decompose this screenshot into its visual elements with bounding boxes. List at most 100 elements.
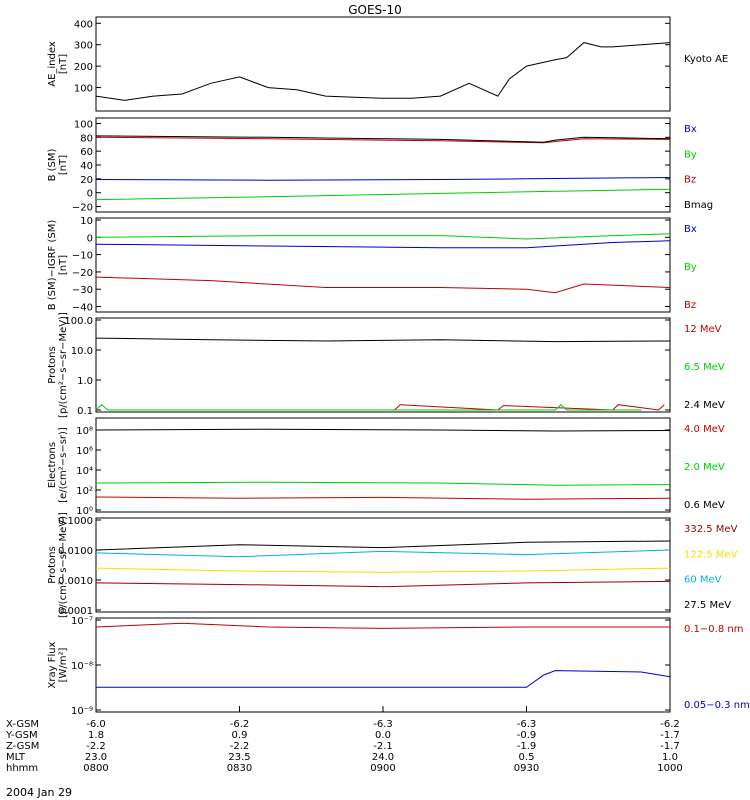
legend-label: 6.5 MeV <box>684 362 725 373</box>
series-line-black <box>95 135 671 143</box>
y-tick-label: −30 <box>72 285 93 296</box>
y-tick-label: 1.0 <box>77 376 93 387</box>
series-line-blue <box>96 670 671 688</box>
x-row-label: Y-GSM <box>5 730 38 741</box>
y-tick-label: 10.0 <box>71 346 93 357</box>
series-line-green <box>95 188 671 201</box>
x-row-value: -6.0 <box>86 719 106 730</box>
panel-frame <box>95 617 671 713</box>
y-tick-label: 0.0100 <box>58 546 93 557</box>
y-tick-label: 10⁻⁸ <box>71 661 93 672</box>
legend-label: Bmag <box>684 200 713 211</box>
series-line-red <box>95 276 671 294</box>
x-row-value: 0900 <box>370 763 395 774</box>
legend-label: By <box>684 262 697 273</box>
y-axis-label: AE_index <box>47 41 58 87</box>
legend-label: Kyoto AE <box>684 54 728 65</box>
legend-label: Bx <box>684 124 697 135</box>
y-tick-label: 80 <box>80 133 93 144</box>
y-axis-label: [nT] <box>58 155 69 175</box>
x-row-value: 0.5 <box>519 752 535 763</box>
y-tick-label: 10 <box>80 216 93 227</box>
y-tick-label: 0 <box>87 233 93 244</box>
x-row-value: 1.8 <box>88 730 104 741</box>
legend-label: 0.1−0.8 nm <box>684 624 743 635</box>
y-tick-label: −20 <box>72 203 93 214</box>
y-tick-label: 60 <box>80 147 93 158</box>
panel-frame <box>95 217 671 313</box>
legend-label: 0.05−0.3 nm <box>684 700 750 711</box>
series-line-red <box>394 404 665 411</box>
x-row-value: 0.9 <box>232 730 248 741</box>
legend-label: 2.4 MeV <box>684 400 725 411</box>
panel-1: 100 200 300 400 AE_index [nT] Kyoto AE <box>47 16 728 112</box>
panel-7: 10⁻⁹ 10⁻⁸ 10⁻⁷ Xray Flux [W/m²] 0.1−0.8 nm 0.0… <box>47 616 750 717</box>
legend-label: 12 MeV <box>684 324 722 335</box>
panel-3: −40 −30 −20 −10 0 10 B (SM)−IGRF (SM) [nT] Bx By B… <box>47 216 697 314</box>
x-row-value: -2.1 <box>373 741 393 752</box>
panel-2: −20 0 20 40 60 80 100 B (SM) [nT] Bx By Bz Bmag <box>47 117 713 214</box>
x-row-value: 23.5 <box>228 752 250 763</box>
x-row-value: 1000 <box>657 763 682 774</box>
legend-label: 122.5 MeV <box>684 549 738 560</box>
x-row-value: -0.9 <box>517 730 537 741</box>
y-tick-label: 20 <box>80 175 93 186</box>
y-tick-label: −10 <box>72 251 93 262</box>
y-axis-label: [p/(cm²−s−sr−MeV)] <box>58 312 69 418</box>
series-line-black <box>95 540 671 551</box>
y-tick-label: 0.1000 <box>58 516 93 527</box>
y-axis-label: [p/(cm²−s−sr−MeV)] <box>58 512 69 618</box>
panel-frame <box>95 317 671 413</box>
series-line-red <box>95 136 671 144</box>
x-row-label: hhmm <box>6 763 38 774</box>
y-axis-label: [nT] <box>58 255 69 275</box>
y-tick-label: 300 <box>74 41 93 52</box>
series-line-black <box>95 337 671 343</box>
panel-5: 10⁰ 10² 10⁴ 10⁶ 10⁸ Electrons [e/(cm²−s−sr)] 4.… <box>47 417 725 517</box>
x-row-value: 0800 <box>83 763 108 774</box>
y-tick-label: 10⁶ <box>76 446 93 457</box>
y-tick-label: 0.1 <box>77 406 93 417</box>
series-line-cyan <box>95 549 671 558</box>
y-tick-label: 40 <box>80 161 93 172</box>
series-line-blue <box>95 177 671 181</box>
x-row-value: -6.2 <box>230 719 250 730</box>
x-row-label: MLT <box>6 752 26 763</box>
panel-6: 0.0001 0.0010 0.0100 0.1000 Protons [p/(cm²−s… <box>47 512 738 618</box>
x-row-label: Z-GSM <box>6 741 39 752</box>
x-row-value: 1.0 <box>662 752 678 763</box>
y-axis-label: Protons <box>47 546 58 583</box>
x-row-value: -6.2 <box>660 719 680 730</box>
y-axis-label: [W/m²] <box>58 647 69 682</box>
x-row-label: X-GSM <box>6 719 39 730</box>
legend-label: 332.5 MeV <box>684 524 738 535</box>
series-line-red <box>95 496 671 500</box>
y-tick-label: 100 <box>74 84 93 95</box>
x-row-value: 0830 <box>227 763 252 774</box>
series-line-yellow <box>95 567 671 573</box>
y-axis-label: B (SM) <box>47 148 58 181</box>
x-row-value: -6.3 <box>517 719 537 730</box>
date-label: 2004 Jan 29 <box>6 786 72 799</box>
x-row-value: 0930 <box>514 763 539 774</box>
legend-label: Bz <box>684 300 696 311</box>
series-line-red <box>95 622 670 629</box>
legend-label: 4.0 MeV <box>684 424 725 435</box>
legend-label: 60 MeV <box>684 575 722 586</box>
panel-frame <box>95 16 671 112</box>
y-axis-label: [nT] <box>58 54 69 74</box>
y-tick-label: 0.0001 <box>58 606 93 617</box>
y-tick-label: 400 <box>74 19 93 30</box>
y-tick-label: −40 <box>72 303 93 314</box>
x-row-value: -1.7 <box>660 741 680 752</box>
figure-title: GOES-10 <box>348 3 402 17</box>
y-tick-label: 10² <box>76 486 93 497</box>
y-axis-label: Electrons <box>47 442 58 488</box>
x-row-value: -1.9 <box>517 741 537 752</box>
y-axis-label: B (SM)−IGRF (SM) <box>47 220 58 311</box>
y-axis-label: Xray Flux <box>47 641 58 688</box>
x-row-value: -1.7 <box>660 730 680 741</box>
y-tick-label: 10⁻⁹ <box>71 706 93 717</box>
y-axis-label: Protons <box>47 346 58 383</box>
